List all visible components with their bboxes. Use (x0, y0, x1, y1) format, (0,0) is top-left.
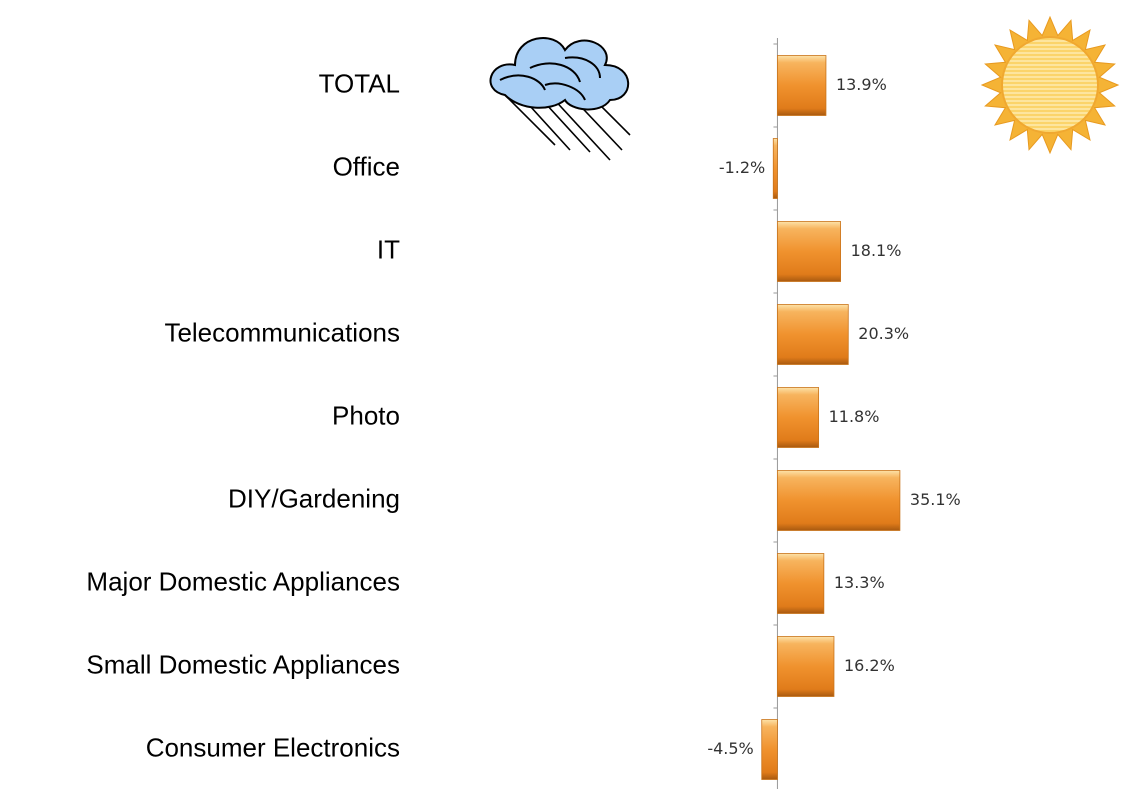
bar (777, 470, 901, 531)
bar (772, 138, 778, 199)
category-label: Consumer Electronics (146, 732, 400, 762)
value-label: -1.2% (719, 158, 765, 177)
bar (777, 553, 825, 614)
category-label: Office (333, 151, 400, 181)
category-label: Small Domestic Appliances (86, 649, 400, 679)
bar (777, 304, 849, 365)
category-label: Telecommunications (164, 317, 400, 347)
category-label: DIY/Gardening (228, 483, 400, 513)
value-label: 16.2% (844, 656, 895, 675)
value-label: 11.8% (829, 407, 880, 426)
value-label: 35.1% (910, 490, 961, 509)
bar (777, 387, 820, 448)
bar (777, 636, 835, 697)
rain-cloud-icon (489, 37, 631, 161)
bar (777, 221, 841, 282)
category-label: Major Domestic Appliances (86, 566, 400, 596)
value-label: 13.9% (836, 75, 887, 94)
category-label: Photo (332, 400, 400, 430)
bar (777, 55, 827, 116)
value-label: -4.5% (707, 739, 753, 758)
value-label: 13.3% (834, 573, 885, 592)
value-label: 18.1% (851, 241, 902, 260)
sun-icon (980, 15, 1120, 155)
category-label: TOTAL (319, 68, 400, 98)
value-label: 20.3% (858, 324, 909, 343)
category-label: IT (377, 234, 400, 264)
bar (761, 719, 778, 780)
